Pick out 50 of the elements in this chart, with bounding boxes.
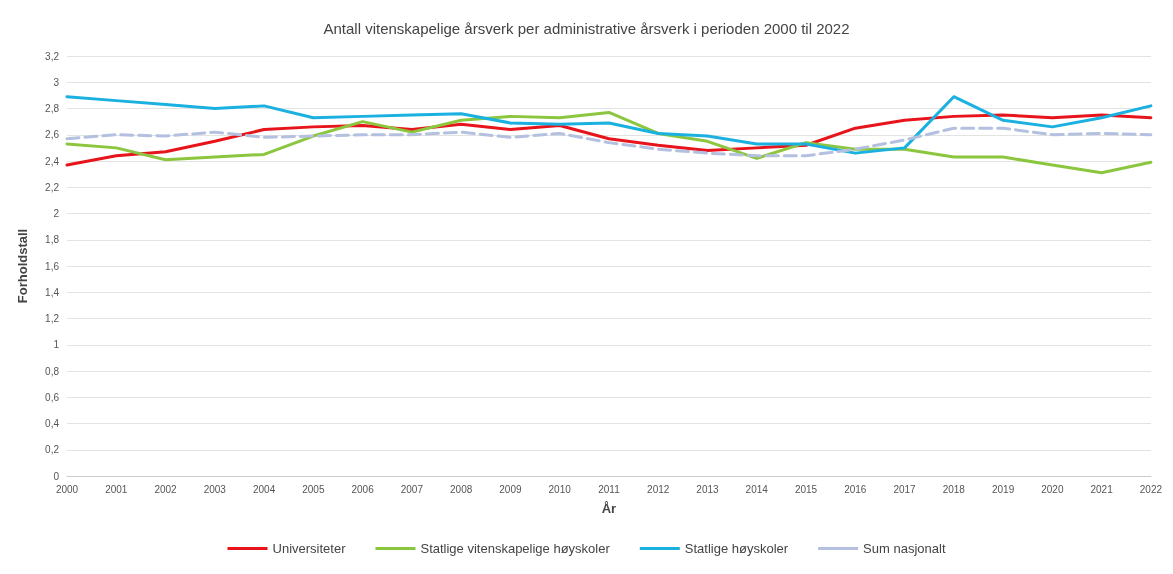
x-tick-label: 2013	[696, 483, 720, 495]
x-tick-label: 2000	[55, 483, 79, 495]
chart-title: Antall vitenskapelige årsverk per administrative årsverk i perioden 2000 til 2022	[323, 20, 850, 37]
x-tick-label: 2003	[203, 483, 227, 495]
x-tick-label: 2007	[400, 483, 424, 495]
x-tick-label: 2001	[105, 483, 128, 495]
x-axis-title: År	[601, 501, 617, 516]
y-tick-label: 1,2	[45, 313, 60, 324]
line-series	[65, 95, 1153, 155]
x-tick-label: 2006	[351, 483, 375, 495]
legend-label: Universiteter	[272, 541, 347, 556]
x-tick-label: 2016	[844, 483, 867, 495]
y-axis-title: Forholdstall	[15, 228, 30, 304]
x-tick-label: 2005	[302, 483, 325, 495]
x-tick-label: 2015	[794, 483, 818, 495]
line-series	[65, 110, 1153, 175]
y-tick-label: 2,4	[45, 155, 60, 167]
x-tick-label: 2011	[598, 483, 621, 495]
y-tick-label: 2,6	[45, 129, 60, 141]
y-tick-label: 0,6	[45, 391, 60, 403]
y-tick-label: 0,4	[45, 418, 60, 429]
y-tick-label: 2,8	[45, 103, 60, 114]
x-tick-label: 2021	[1090, 483, 1114, 495]
y-tick-label: 1,4	[45, 286, 60, 298]
x-tick-label: 2002	[154, 483, 178, 495]
y-tick-label: 1,8	[45, 234, 60, 246]
legend-label: Statlige høyskoler	[684, 541, 789, 556]
line-series	[65, 126, 1153, 158]
x-tick-label: 2004	[252, 483, 276, 495]
y-tick-label: 3	[53, 76, 60, 88]
x-tick-label: 2019	[991, 483, 1015, 495]
x-tick-label: 2012	[647, 483, 670, 495]
x-tick-label: 2020	[1041, 483, 1064, 495]
x-tick-label: 2009	[499, 483, 522, 495]
x-tick-label: 2014	[745, 483, 769, 495]
y-tick-label: 0,8	[45, 365, 60, 377]
x-tick-label: 2008	[450, 483, 473, 495]
y-tick-label: 0,2	[45, 444, 60, 456]
x-tick-label: 2010	[548, 483, 572, 495]
y-tick-label: 2	[53, 208, 60, 219]
legend-label: Statlige vitenskapelige høyskoler	[420, 541, 611, 556]
legend-label: Sum nasjonalt	[863, 541, 946, 556]
y-tick-label: 0	[53, 470, 60, 482]
y-tick-label: 3,2	[45, 50, 60, 62]
y-tick-label: 1	[53, 339, 60, 351]
x-tick-label: 2018	[942, 483, 966, 495]
y-tick-label: 2,2	[45, 181, 60, 193]
x-tick-label: 2017	[893, 483, 917, 495]
x-tick-label: 2022	[1139, 483, 1163, 495]
y-tick-label: 1,6	[45, 260, 60, 272]
